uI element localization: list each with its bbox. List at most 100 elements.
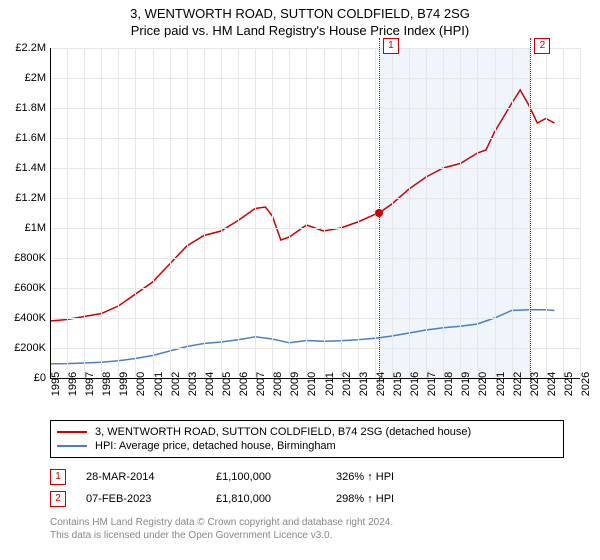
sale-date: 28-MAR-2014 [86,471,216,483]
sale-price: £1,810,000 [216,493,336,505]
gridline-v [460,48,461,378]
gridline-v [477,48,478,378]
sale-marker: 1 [50,469,66,485]
x-axis-label: 2017 [426,372,438,396]
gridline-v [512,48,513,378]
gridline-v [221,48,222,378]
gridline-h [50,108,580,109]
y-axis-label: £200K [14,342,46,354]
chart-container: 3, WENTWORTH ROAD, SUTTON COLDFIELD, B74… [0,0,600,542]
event-line-2 [530,38,531,388]
event-dot-1 [375,209,383,217]
y-axis-label: £1.2M [15,192,46,204]
gridline-v [204,48,205,378]
title-block: 3, WENTWORTH ROAD, SUTTON COLDFIELD, B74… [0,0,600,38]
y-axis-label: £1.6M [15,132,46,144]
x-axis-label: 2010 [306,372,318,396]
gridline-h [50,78,580,79]
gridline-v [272,48,273,378]
sale-pct: 326% ↑ HPI [336,471,436,483]
legend-label: HPI: Average price, detached house, Birm… [95,440,336,452]
legend-box: 3, WENTWORTH ROAD, SUTTON COLDFIELD, B74… [50,420,564,458]
x-axis-label: 1996 [67,372,79,396]
x-axis-label: 2009 [289,372,301,396]
gridline-v [67,48,68,378]
sale-price: £1,100,000 [216,471,336,483]
gridline-h [50,348,580,349]
x-axis-label: 2016 [409,372,421,396]
gridline-v [306,48,307,378]
gridline-v [495,48,496,378]
y-axis-label: £400K [14,312,46,324]
gridline-v [358,48,359,378]
y-axis-label: £1M [25,222,46,234]
gridline-v [580,48,581,378]
sale-pct: 298% ↑ HPI [336,493,436,505]
legend-row: HPI: Average price, detached house, Birm… [57,439,557,453]
x-axis-label: 1999 [118,372,130,396]
sale-row: 1 28-MAR-2014£1,100,000326% ↑ HPI [50,466,600,488]
x-axis-label: 2024 [546,372,558,396]
sale-row: 2 07-FEB-2023£1,810,000298% ↑ HPI [50,488,600,510]
gridline-h [50,168,580,169]
legend-label: 3, WENTWORTH ROAD, SUTTON COLDFIELD, B74… [95,426,471,438]
gridline-h [50,318,580,319]
gridline-h [50,258,580,259]
gridline-v [118,48,119,378]
y-axis-label: £0 [34,372,46,384]
highlight-band [379,48,530,378]
x-axis-label: 2022 [512,372,524,396]
y-axis-label: £2M [25,72,46,84]
copyright-line1: Contains HM Land Registry data © Crown c… [50,516,600,529]
gridline-v [289,48,290,378]
x-axis [50,378,580,379]
gridline-h [50,198,580,199]
x-axis-label: 2006 [238,372,250,396]
x-axis-label: 1997 [84,372,96,396]
x-axis-label: 2004 [204,372,216,396]
gridline-v [187,48,188,378]
x-axis-label: 2008 [272,372,284,396]
gridline-h [50,288,580,289]
y-axis-label: £1.4M [15,162,46,174]
copyright-block: Contains HM Land Registry data © Crown c… [50,516,600,542]
x-axis-label: 2026 [580,372,592,396]
x-axis-label: 2002 [170,372,182,396]
gridline-v [153,48,154,378]
x-axis-label: 2018 [443,372,455,396]
x-axis-label: 2011 [324,372,336,396]
y-axis-label: £800K [14,252,46,264]
gridline-v [546,48,547,378]
legend-swatch [57,445,87,447]
x-axis-label: 2019 [460,372,472,396]
sale-marker: 2 [50,491,66,507]
x-axis-label: 2003 [187,372,199,396]
gridline-v [170,48,171,378]
x-axis-label: 1998 [101,372,113,396]
x-axis-label: 2005 [221,372,233,396]
gridline-v [341,48,342,378]
title-sub: Price paid vs. HM Land Registry's House … [0,23,600,38]
gridline-v [135,48,136,378]
gridline-v [563,48,564,378]
x-axis-label: 2020 [477,372,489,396]
x-axis-label: 2001 [153,372,165,396]
x-axis-label: 2015 [392,372,404,396]
legend-swatch [57,431,87,433]
x-axis-label: 2007 [255,372,267,396]
y-axis-label: £1.8M [15,102,46,114]
gridline-v [426,48,427,378]
y-axis-label: £600K [14,282,46,294]
gridline-v [392,48,393,378]
gridline-h [50,48,580,49]
y-axis-label: £2.2M [15,42,46,54]
legend-row: 3, WENTWORTH ROAD, SUTTON COLDFIELD, B74… [57,425,557,439]
gridline-v [255,48,256,378]
event-marker-2: 2 [534,38,550,54]
event-marker-1: 1 [383,38,399,54]
x-axis-label: 2012 [341,372,353,396]
sale-date: 07-FEB-2023 [86,493,216,505]
gridline-v [84,48,85,378]
gridline-v [324,48,325,378]
gridline-v [238,48,239,378]
